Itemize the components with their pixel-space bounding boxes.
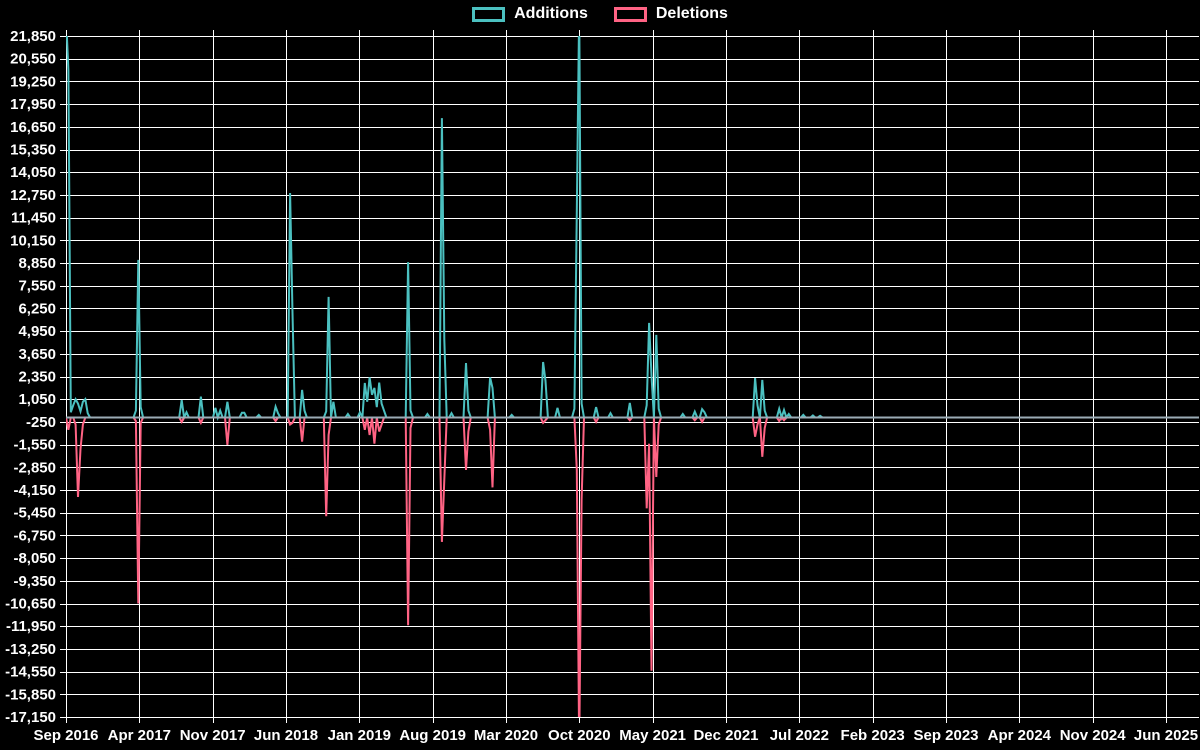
y-tick-label: 6,250 [18, 300, 56, 317]
y-tick-label: 15,350 [10, 142, 56, 159]
legend-item-deletions[interactable]: Deletions [613, 5, 728, 23]
y-tick-label: 20,550 [10, 51, 56, 68]
y-tick-label: 19,250 [10, 73, 56, 90]
x-tick-label: Jul 2022 [770, 727, 829, 744]
y-tick-label: 12,750 [10, 187, 56, 204]
y-tick-label: -4,150 [13, 482, 56, 499]
y-tick-label: 7,550 [18, 278, 56, 295]
grid-lines [60, 30, 1199, 723]
x-axis-labels: Sep 2016 Apr 2017 Nov 2017 Jun 2018 Jan 2019… [33, 727, 1198, 744]
x-tick-label: Apr 2024 [988, 727, 1052, 744]
x-tick-label: Mar 2020 [474, 727, 538, 744]
additions-line [66, 36, 1199, 422]
y-tick-label: -1,550 [13, 437, 56, 454]
y-tick-label: -8,050 [13, 550, 56, 567]
x-tick-label: Jun 2018 [254, 727, 318, 744]
x-tick-label: May 2021 [619, 727, 686, 744]
x-tick-label: Jun 2025 [1134, 727, 1198, 744]
legend-label-deletions: Deletions [655, 5, 728, 22]
legend-swatch-deletions [613, 6, 647, 22]
y-tick-label: -6,750 [13, 527, 56, 544]
x-tick-label: Oct 2020 [548, 727, 611, 744]
y-tick-label: -13,250 [5, 641, 56, 658]
x-tick-label: Dec 2021 [693, 727, 758, 744]
legend-label-additions: Additions [514, 5, 588, 22]
y-tick-label: 14,050 [10, 164, 56, 181]
y-tick-label: 8,850 [18, 255, 56, 272]
y-tick-label: 1,050 [18, 391, 56, 408]
x-tick-label: Nov 2017 [180, 727, 246, 744]
y-axis-labels: 21,850 20,550 19,250 17,950 16,650 15,350 14,0… [5, 28, 56, 726]
x-tick-label: Feb 2023 [841, 727, 905, 744]
y-tick-label: -14,550 [5, 664, 56, 681]
y-tick-label: 21,850 [10, 28, 56, 45]
y-tick-label: -5,450 [13, 505, 56, 522]
y-tick-label: -15,850 [5, 686, 56, 703]
y-tick-label: 16,650 [10, 119, 56, 136]
y-tick-label: 11,450 [11, 210, 56, 227]
x-tick-label: Nov 2024 [1060, 727, 1127, 744]
y-tick-label: 17,950 [10, 96, 56, 113]
legend-swatch-additions [472, 6, 506, 22]
y-tick-label: 10,150 [10, 232, 56, 249]
y-tick-label: -11,950 [6, 618, 56, 635]
y-tick-label: -2,850 [13, 459, 56, 476]
y-tick-label: -17,150 [5, 709, 56, 726]
x-tick-label: Sep 2016 [33, 727, 98, 744]
y-tick-label: -9,350 [13, 573, 56, 590]
x-tick-label: Sep 2023 [913, 727, 978, 744]
y-tick-label: 2,350 [18, 369, 56, 386]
y-tick-label: 3,650 [18, 346, 56, 363]
legend-item-additions[interactable]: Additions [472, 5, 588, 23]
chart-legend: Additions Deletions [0, 5, 1200, 23]
y-tick-label: 4,950 [18, 323, 56, 340]
x-tick-label: Jan 2019 [328, 727, 391, 744]
x-tick-label: Aug 2019 [399, 727, 466, 744]
y-tick-label: -250 [26, 414, 56, 431]
x-tick-label: Apr 2017 [108, 727, 171, 744]
y-tick-label: -10,650 [5, 596, 56, 613]
